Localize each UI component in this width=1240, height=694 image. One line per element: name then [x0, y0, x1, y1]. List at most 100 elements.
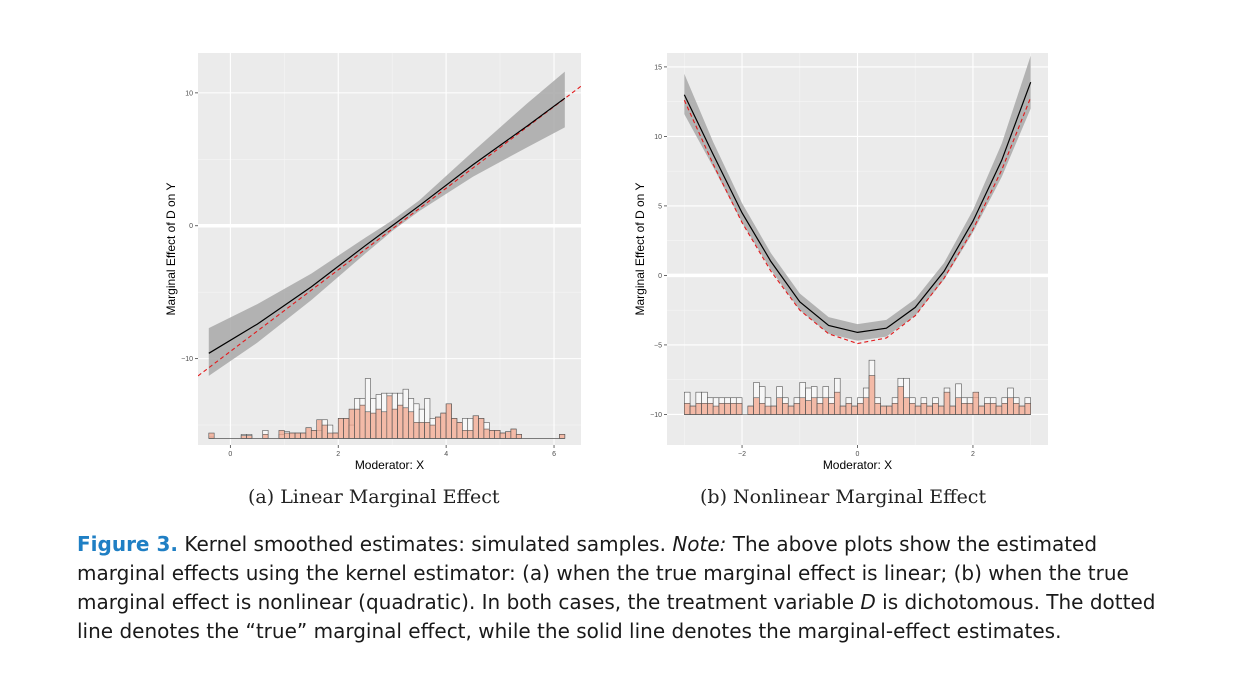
hist-bar-treated: [1001, 402, 1008, 415]
hist-bar-treated: [386, 395, 393, 439]
x-axis-title: Moderator: X: [355, 458, 424, 472]
figure-panels: 0 2 4 6 −10 0 10 Moderator: X Marginal Effect of…: [164, 53, 1048, 472]
hist-bar-treated: [310, 430, 317, 439]
hist-bar-treated: [429, 424, 436, 439]
hist-bar-treated: [730, 402, 737, 415]
hist-bar-treated: [984, 402, 991, 415]
hist-bar-treated: [510, 428, 517, 439]
hist-bar-treated: [483, 428, 490, 439]
hist-bar-treated: [284, 432, 291, 439]
hist-bar-treated: [488, 430, 495, 439]
hist-bar-treated: [321, 424, 328, 439]
hist-bar-treated: [208, 432, 215, 439]
y-tick-label: −5: [654, 342, 662, 349]
hist-bar-treated: [793, 402, 801, 415]
caption-text-2: The above plots show the estimated margi…: [77, 532, 1129, 614]
true-effect-line: [683, 97, 1032, 345]
hist-bar-treated: [1007, 397, 1014, 415]
confidence-band: [684, 55, 1031, 341]
x-tick-label: 0: [228, 451, 232, 458]
hist-bar-treated: [787, 405, 795, 415]
hist-bar-treated: [707, 402, 714, 415]
hist-bar-treated: [862, 397, 870, 415]
hist-bar-treated: [278, 430, 285, 439]
chart-panel-1: −2 0 2 −10 −5 0 5 10 15 Moderator: X Marginal Effe…: [633, 53, 1048, 472]
caption-variable-d: D: [860, 590, 876, 614]
hist-bar-treated: [747, 405, 754, 415]
hist-bar-treated: [478, 418, 485, 439]
y-tick-label: 0: [658, 273, 662, 280]
hist-bar-treated: [327, 432, 334, 439]
hist-bar-treated: [851, 405, 858, 415]
hist-bar-treated: [354, 408, 361, 439]
hist-bar-treated: [440, 412, 447, 439]
hist-bar-treated: [472, 415, 479, 439]
hist-bar-treated: [462, 430, 469, 439]
hist-bar-treated: [364, 411, 371, 439]
hist-bar-treated: [880, 405, 887, 415]
hist-bar-treated: [938, 405, 945, 415]
x-tick-label: 2: [336, 451, 340, 458]
hist-bar-treated: [294, 432, 301, 439]
hist-bar-treated: [903, 397, 910, 415]
hist-bar-treated: [467, 430, 474, 439]
y-tick-label: −10: [181, 356, 193, 363]
y-tick-label: −10: [650, 412, 662, 419]
hist-bar-treated: [989, 402, 997, 415]
hist-bar-treated: [799, 397, 806, 415]
x-tick-label: 4: [444, 451, 448, 458]
hist-bar-treated: [701, 402, 708, 415]
confidence-band: [208, 71, 565, 376]
hist-bar-treated: [943, 391, 951, 415]
hist-bar-treated: [305, 427, 312, 439]
caption-note-label: Note:: [672, 532, 727, 556]
hist-bar-treated: [402, 407, 409, 439]
hist-bar-treated: [684, 402, 691, 415]
hist-bar-treated: [445, 403, 452, 439]
hist-bar-treated: [955, 397, 962, 415]
hist-bar-treated: [1024, 402, 1031, 415]
hist-bar-treated: [337, 418, 344, 439]
hist-bar-treated: [559, 434, 566, 439]
hist-bar-treated: [343, 418, 350, 439]
hist-bar-treated: [776, 397, 783, 415]
hist-bar-treated: [839, 405, 847, 415]
hist-bar-treated: [926, 405, 933, 415]
x-tick-label: 2: [971, 451, 975, 458]
hist-bar-treated: [961, 402, 968, 415]
subcaption-b: (b) Nonlinear Marginal Effect: [700, 486, 987, 508]
y-tick-label: 10: [654, 134, 662, 141]
hist-bar-treated: [391, 408, 398, 439]
hist-bar-treated: [753, 397, 760, 415]
hist-bar-treated: [689, 405, 697, 415]
true-effect-line: [198, 85, 581, 377]
hist-bar-treated: [909, 402, 916, 415]
hist-bar-treated: [246, 435, 253, 439]
hist-bar-treated: [262, 434, 269, 439]
hist-bar-treated: [424, 422, 431, 439]
hist-bar-treated: [782, 402, 789, 415]
hist-bar-treated: [515, 434, 522, 439]
hist-bar-treated: [857, 402, 864, 415]
hist-bar-treated: [718, 402, 726, 415]
hist-bar-treated: [886, 405, 893, 415]
hist-bar-treated: [914, 405, 922, 415]
hist-bar-treated: [874, 402, 881, 415]
hist-bar-treated: [695, 402, 702, 415]
hist-bar-treated: [811, 397, 818, 415]
hist-bar-treated: [413, 422, 420, 439]
y-tick-label: 0: [189, 223, 193, 230]
x-tick-label: 0: [856, 451, 860, 458]
hist-bar-treated: [332, 432, 339, 439]
hist-bar-treated: [300, 432, 307, 439]
hist-bar-treated: [435, 416, 442, 439]
hist-bar-treated: [764, 405, 772, 415]
hist-bar-treated: [868, 375, 876, 415]
caption-text-3: is dichotomous. The dotted line denotes …: [77, 590, 1156, 643]
hist-bar-treated: [375, 408, 382, 439]
hist-bar-treated: [499, 432, 506, 439]
x-tick-label: −2: [738, 451, 746, 458]
x-axis-title: Moderator: X: [823, 458, 892, 472]
hist-bar-treated: [1013, 402, 1020, 415]
hist-bar-treated: [494, 430, 501, 439]
